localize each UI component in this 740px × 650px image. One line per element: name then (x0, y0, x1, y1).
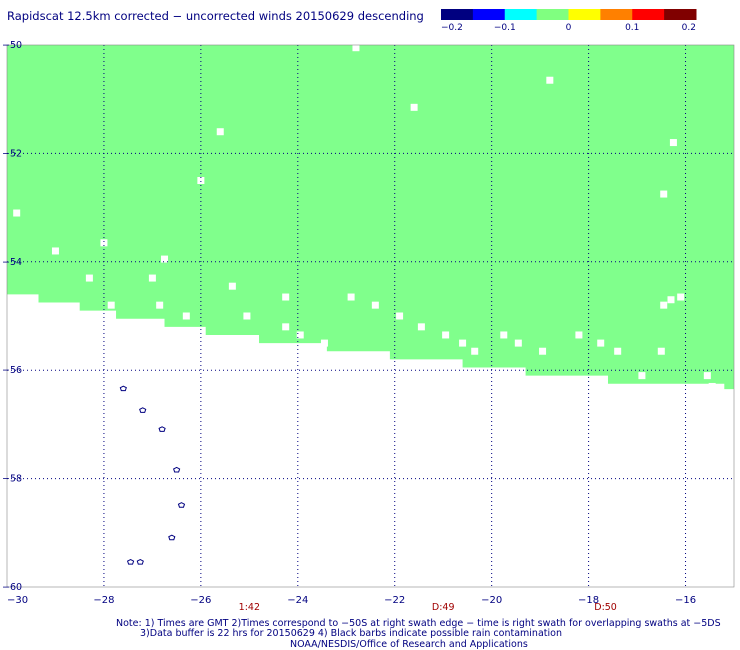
y-tick-label: −50 (2, 40, 22, 51)
x-tick-label: −16 (675, 595, 696, 606)
time-label: 1:42 (239, 602, 260, 613)
colorbar (441, 9, 697, 20)
missing-cell (677, 293, 685, 301)
missing-cell (667, 296, 675, 304)
missing-cell (708, 382, 716, 390)
missing-cell (417, 323, 425, 331)
missing-cell (51, 247, 59, 255)
missing-cell (703, 372, 711, 380)
rain-flag (168, 534, 176, 541)
missing-cell (546, 76, 554, 84)
missing-cell (100, 239, 108, 247)
colorbar-segment (568, 9, 601, 20)
missing-cell (197, 177, 205, 184)
missing-cell (182, 312, 190, 320)
footnote-line-3: NOAA/NESDIS/Office of Research and Appli… (290, 639, 528, 650)
missing-cell (156, 301, 164, 309)
plot-area (6, 44, 735, 588)
y-axis-tick-labels: −50 −52 −54 −56 −58 −60 (2, 40, 22, 593)
time-label: D:50 (594, 602, 617, 613)
missing-cell (282, 323, 290, 331)
missing-cell (657, 347, 665, 355)
missing-cell (539, 347, 547, 355)
colorbar-tick-label: 0 (566, 23, 572, 33)
missing-cell (396, 312, 404, 320)
colorbar-tick-label: 0.2 (682, 23, 696, 33)
colorbar-segment (664, 9, 697, 20)
missing-cell (352, 44, 360, 52)
missing-cell (614, 347, 622, 355)
colorbar-segment (441, 9, 474, 20)
missing-cell (410, 103, 418, 111)
colorbar-tick-labels: −0.2 −0.1 0 0.1 0.2 (441, 23, 696, 33)
colorbar-tick-label: −0.2 (441, 23, 463, 33)
missing-cell (371, 301, 379, 309)
missing-cell (296, 331, 304, 339)
x-tick-label: −26 (190, 595, 211, 606)
missing-cell (320, 339, 328, 347)
time-labels: 1:42 D:49 D:50 (239, 602, 617, 613)
colorbar-segment (472, 9, 506, 20)
missing-cell (148, 274, 156, 282)
missing-cells (13, 44, 716, 390)
rain-flags (119, 385, 186, 565)
missing-cell (660, 301, 668, 309)
rain-flag (136, 559, 144, 565)
missing-cell (216, 128, 224, 136)
wind-difference-field (7, 45, 734, 390)
footnote-line-1: Note: 1) Times are GMT 2)Times correspon… (116, 618, 721, 629)
y-tick-label: −56 (2, 365, 22, 376)
missing-cell (347, 293, 355, 301)
missing-cell (638, 372, 646, 380)
colorbar-segment (632, 9, 665, 20)
y-tick-label: −54 (2, 257, 22, 268)
missing-cell (597, 339, 605, 347)
colorbar-segment (600, 9, 633, 20)
rain-flag (119, 385, 127, 392)
missing-cell (669, 139, 677, 147)
missing-cell (575, 331, 583, 339)
x-tick-label: −22 (384, 595, 405, 606)
missing-cell (85, 274, 93, 282)
missing-cell (13, 209, 21, 217)
missing-cell (442, 331, 450, 339)
x-tick-label: −24 (287, 595, 308, 606)
missing-cell (228, 282, 236, 290)
missing-cell (282, 293, 290, 301)
missing-cell (471, 347, 479, 355)
x-axis-tick-labels: −30 −28 −26 −24 −22 −20 −18 −16 (7, 595, 696, 606)
missing-cell (459, 339, 467, 347)
missing-cell (500, 331, 508, 339)
chart-title: Rapidscat 12.5km corrected − uncorrected… (7, 9, 424, 23)
colorbar-tick-label: 0.1 (625, 23, 639, 33)
rain-flag (177, 502, 186, 508)
y-tick-label: −58 (2, 474, 22, 485)
rain-flag (126, 559, 135, 565)
colorbar-segment (504, 9, 538, 20)
x-tick-label: −28 (93, 595, 114, 606)
plot-frame (6, 44, 735, 588)
x-tick-label: −18 (578, 595, 599, 606)
missing-cell (243, 312, 251, 320)
y-tick-label: −52 (2, 148, 22, 159)
colorbar-tick-label: −0.1 (494, 23, 516, 33)
time-label: D:49 (432, 602, 455, 613)
y-tick-label: −60 (2, 582, 22, 593)
rain-flag (173, 466, 181, 473)
missing-cell (660, 190, 668, 198)
rain-flag (158, 426, 166, 432)
missing-cell (514, 339, 522, 347)
colorbar-segment (536, 9, 569, 20)
footnote-line-2: 3)Data buffer is 22 hrs for 20150629 4) … (140, 628, 562, 639)
missing-cell (161, 255, 169, 263)
x-tick-label: −30 (7, 595, 28, 606)
missing-cell (107, 301, 115, 309)
rain-flag (139, 407, 147, 413)
x-tick-label: −20 (481, 595, 502, 606)
